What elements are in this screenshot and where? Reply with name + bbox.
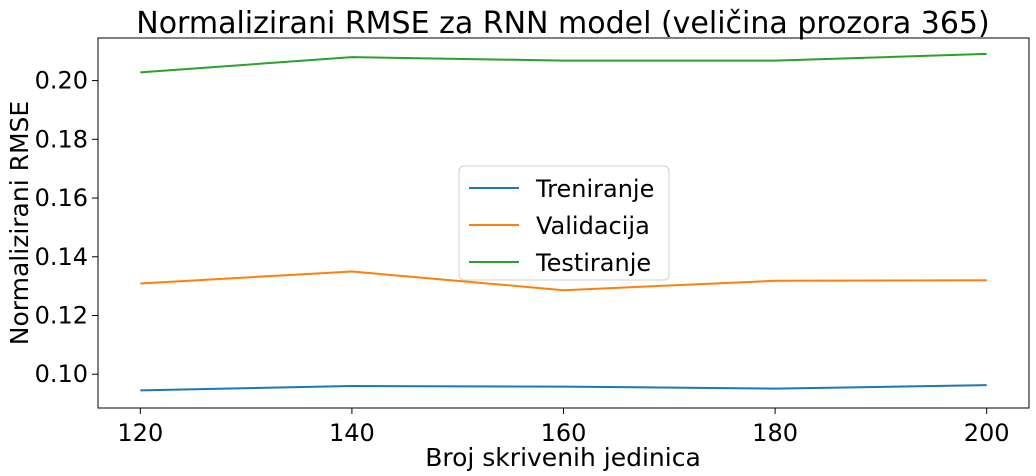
x-tick-label: 180 xyxy=(752,419,798,447)
legend-label-1: Validacija xyxy=(536,212,650,240)
x-tick-label: 200 xyxy=(964,419,1010,447)
x-tick-label: 120 xyxy=(117,419,163,447)
y-axis-ticks: 0.10 0.12 0.14 0.16 0.18 0.20 xyxy=(35,67,98,388)
chart-title: Normalizirani RMSE za RNN model (veličin… xyxy=(136,6,989,41)
legend-label-2: Testiranje xyxy=(535,249,651,277)
legend: Treniranje Validacija Testiranje xyxy=(458,165,670,281)
series-line-0 xyxy=(140,384,987,392)
series-line-1 xyxy=(140,270,987,292)
series-line-2 xyxy=(140,52,987,74)
y-tick-label: 0.18 xyxy=(35,125,88,153)
y-tick-label: 0.12 xyxy=(35,302,88,330)
x-tick-label: 160 xyxy=(541,419,587,447)
y-tick-label: 0.10 xyxy=(35,360,88,388)
series-lines xyxy=(140,52,987,392)
y-tick-label: 0.20 xyxy=(35,67,88,95)
x-axis-label: Broj skrivenih jedinica xyxy=(425,443,701,472)
y-tick-label: 0.16 xyxy=(35,184,88,212)
legend-box xyxy=(458,165,670,281)
y-tick-label: 0.14 xyxy=(35,243,88,271)
x-tick-label: 140 xyxy=(329,419,375,447)
legend-label-0: Treniranje xyxy=(535,175,654,203)
y-axis-label: Normalizirani RMSE xyxy=(5,101,34,345)
x-axis-ticks: 120 140 160 180 200 xyxy=(117,408,1010,447)
